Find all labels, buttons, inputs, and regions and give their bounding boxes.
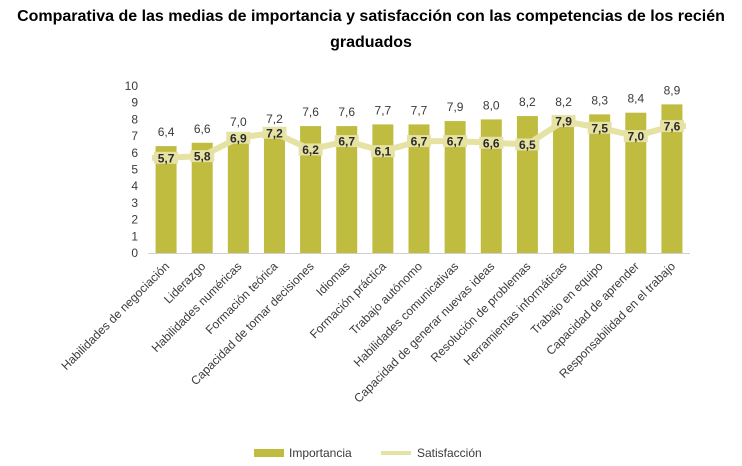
legend-label-satisfaccion: Satisfacción bbox=[417, 446, 482, 460]
y-tick-label: 3 bbox=[131, 196, 138, 210]
legend-label-importancia: Importancia bbox=[289, 446, 352, 460]
bar-8 bbox=[408, 124, 430, 253]
satisfaccion-value-label: 6,7 bbox=[447, 135, 464, 149]
satisfaccion-value-label: 7,6 bbox=[664, 120, 681, 134]
satisfaccion-point-4 bbox=[262, 126, 287, 139]
satisfaccion-value-label: 6,5 bbox=[519, 138, 536, 152]
y-tick-label: 5 bbox=[131, 163, 138, 177]
satisfaccion-value-label: 6,6 bbox=[483, 136, 500, 150]
bar-value-label: 8,3 bbox=[591, 93, 608, 107]
bar-5 bbox=[300, 126, 322, 253]
satisfaccion-point-2 bbox=[190, 150, 215, 163]
satisfaccion-point-5 bbox=[298, 143, 323, 156]
bar-10 bbox=[480, 119, 502, 254]
bar-value-label: 7,7 bbox=[411, 103, 428, 117]
bar-6 bbox=[336, 126, 358, 253]
satisfaccion-value-label: 6,7 bbox=[411, 135, 428, 149]
y-axis: 0 1 2 3 4 5 6 7 8 9 10 bbox=[125, 79, 139, 260]
y-tick-label: 2 bbox=[131, 213, 138, 227]
satisfaccion-value-label: 6,9 bbox=[230, 131, 247, 145]
y-tick-label: 7 bbox=[131, 129, 138, 143]
satisfaccion-value-label: 6,2 bbox=[302, 143, 319, 157]
y-tick-label: 9 bbox=[131, 96, 138, 110]
bar-14 bbox=[625, 112, 647, 253]
bar-2 bbox=[191, 142, 213, 253]
bar-4 bbox=[263, 132, 285, 253]
y-tick-label: 4 bbox=[131, 179, 138, 193]
bar-value-label: 7,0 bbox=[230, 115, 247, 129]
satisfaccion-point-6 bbox=[334, 135, 359, 148]
y-tick-label: 0 bbox=[131, 246, 138, 260]
satisfaccion-value-labels: 5,7 5,8 6,9 7,2 6,2 6,7 6,1 6,7 6,7 6,6 6,5 7,9 7,5 7… bbox=[158, 115, 681, 166]
satisfaccion-point-3 bbox=[226, 131, 251, 144]
bar-value-label: 7,2 bbox=[266, 112, 283, 126]
bar-3 bbox=[227, 136, 249, 253]
bar-value-label: 6,4 bbox=[158, 125, 175, 139]
satisfaccion-point-14 bbox=[623, 130, 648, 143]
satisfaccion-value-label: 6,7 bbox=[338, 135, 355, 149]
chart-title: Comparativa de las medias de importancia… bbox=[17, 8, 725, 51]
bar-value-label: 7,9 bbox=[447, 100, 464, 114]
bar-9 bbox=[444, 121, 466, 253]
satisfaccion-point-12 bbox=[551, 115, 576, 128]
bar-value-label: 8,4 bbox=[627, 92, 644, 106]
satisfaccion-point-7 bbox=[370, 145, 395, 158]
y-tick-label: 8 bbox=[131, 112, 138, 126]
satisfaccion-point-9 bbox=[443, 135, 468, 148]
y-tick-label: 10 bbox=[125, 79, 139, 93]
satisfaccion-value-label: 5,7 bbox=[158, 151, 175, 165]
satisfaccion-value-label: 7,0 bbox=[627, 130, 644, 144]
bar-1 bbox=[155, 146, 177, 253]
bar-value-label: 6,6 bbox=[194, 122, 211, 136]
satisfaccion-point-11 bbox=[515, 138, 540, 151]
satisfaccion-point-1 bbox=[154, 151, 179, 164]
satisfaccion-point-8 bbox=[407, 135, 431, 148]
satisfaccion-point-10 bbox=[479, 136, 504, 149]
bar-value-label: 7,7 bbox=[375, 103, 392, 117]
bar-12 bbox=[553, 116, 575, 253]
satisfaccion-value-label: 7,5 bbox=[591, 121, 608, 135]
legend-swatch-importancia bbox=[254, 449, 284, 457]
x-axis: Habilidades de negociaciónLiderazgoHabil… bbox=[58, 253, 690, 405]
bar-value-label: 8,0 bbox=[483, 98, 500, 112]
satisfaccion-series bbox=[152, 115, 686, 164]
satisfaccion-value-label: 5,8 bbox=[194, 150, 211, 164]
bar-15 bbox=[661, 104, 683, 254]
x-category-label: Habilidades de negociación bbox=[58, 259, 172, 373]
bar-value-label: 8,9 bbox=[664, 83, 681, 97]
y-tick-label: 6 bbox=[131, 146, 138, 160]
bar-13 bbox=[589, 114, 611, 253]
satisfaccion-point-13 bbox=[587, 121, 612, 134]
y-tick-label: 1 bbox=[131, 229, 138, 243]
satisfaccion-value-label: 7,2 bbox=[266, 126, 283, 140]
legend: Importancia Satisfacción bbox=[254, 446, 482, 460]
satisfaccion-value-label: 7,9 bbox=[555, 115, 572, 129]
satisfaccion-value-label: 6,1 bbox=[375, 145, 392, 159]
bar-value-label: 7,6 bbox=[302, 105, 319, 119]
importancia-value-labels: 6,4 6,6 7,0 7,2 7,6 7,6 7,7 7,7 7,9 8,0 8,2 8,2 8,3 8… bbox=[158, 83, 681, 139]
bar-value-label: 8,2 bbox=[519, 95, 536, 109]
bar-value-label: 8,2 bbox=[555, 95, 572, 109]
satisfaccion-point-15 bbox=[659, 120, 684, 133]
bar-value-label: 7,6 bbox=[338, 105, 355, 119]
